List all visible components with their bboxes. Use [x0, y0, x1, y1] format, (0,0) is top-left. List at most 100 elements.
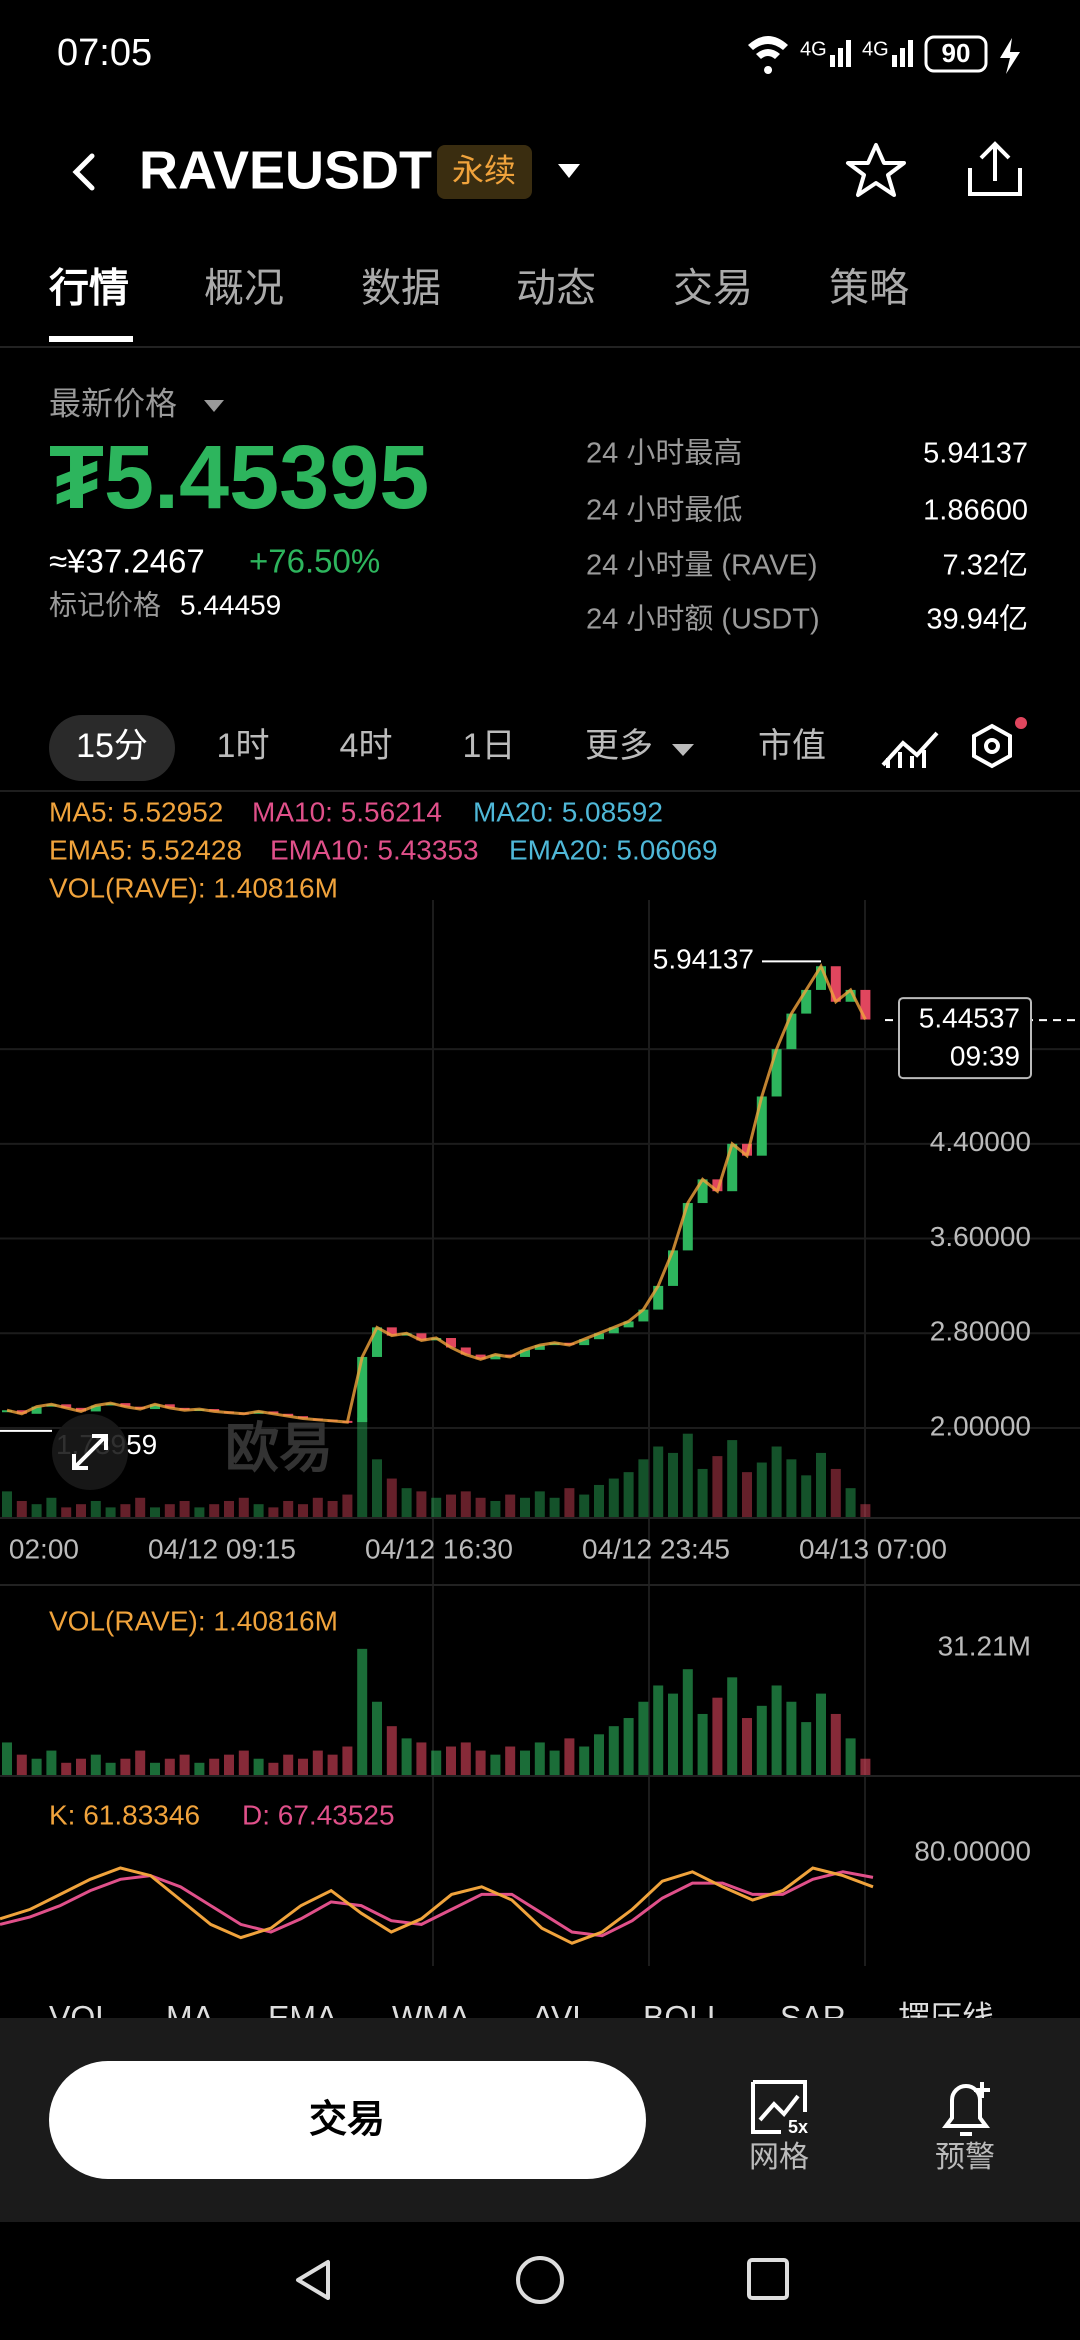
tab[interactable]: 交易: [673, 267, 753, 311]
last-price: ₮5.45395: [49, 428, 429, 528]
stat-label: 24 小时最高: [586, 437, 742, 470]
volume-panel: VOL(RAVE): 1.40816M 31.21M: [2, 1605, 1031, 1775]
nav-home[interactable]: [516, 2256, 564, 2304]
grid-badge: 5x: [788, 2117, 808, 2137]
volume-overlay: [179, 1500, 190, 1517]
settings[interactable]: [972, 723, 1012, 769]
volume-overlay: [164, 1504, 175, 1517]
candle: [697, 1179, 708, 1204]
x-tick-label: 04/12 23:45: [582, 1533, 730, 1564]
interval[interactable]: 市值: [758, 727, 826, 765]
stat-value: 5.94137: [923, 438, 1028, 470]
volume-bar: [638, 1701, 649, 1775]
volume-bar: [401, 1738, 412, 1775]
d-legend: D: 67.43525: [242, 1799, 395, 1830]
share[interactable]: [968, 141, 1022, 196]
price-dropdown[interactable]: [204, 400, 224, 412]
alert-icon[interactable]: [942, 2082, 990, 2136]
interval[interactable]: 1日: [463, 727, 516, 765]
candle: [120, 1403, 131, 1407]
volume-overlay: [579, 1494, 590, 1517]
candle: [860, 989, 871, 1020]
volume-overlay: [668, 1452, 678, 1517]
volume-overlay: [31, 1504, 42, 1517]
volume-bar: [179, 1754, 190, 1775]
volume-bar: [623, 1718, 634, 1775]
candle: [90, 1405, 101, 1412]
candle: [579, 1339, 590, 1346]
nav-recent[interactable]: [747, 2258, 789, 2300]
volume-overlay: [816, 1452, 826, 1517]
volume-bar: [549, 1750, 560, 1775]
volume-overlay: [712, 1456, 723, 1517]
volume-overlay: [608, 1478, 619, 1517]
volume-bar: [416, 1742, 427, 1775]
k-legend: K: 61.83346: [49, 1799, 200, 1830]
close-line: [6, 962, 867, 1424]
stat-value: 1.86600: [923, 495, 1028, 527]
volume-bar: [608, 1726, 619, 1775]
interval[interactable]: 15分: [76, 727, 148, 765]
stat-value: 7.32亿: [943, 549, 1028, 582]
mark-price: 5.44459: [180, 589, 281, 620]
volume-overlay: [312, 1497, 323, 1517]
back-button[interactable]: [72, 153, 95, 191]
volume-bar: [860, 1758, 871, 1775]
kd-tick: 80.00000: [914, 1835, 1031, 1866]
volume-overlay: [416, 1491, 427, 1517]
volume-overlay: [845, 1488, 856, 1517]
volume-bar: [579, 1746, 590, 1775]
vol-tick: 31.21M: [938, 1630, 1031, 1661]
tab[interactable]: 概况: [204, 267, 284, 311]
volume-overlay: [238, 1497, 249, 1517]
volume-bar: [209, 1758, 220, 1775]
settings-dot: [984, 738, 1000, 754]
battery: [924, 35, 988, 73]
candle: [416, 1333, 427, 1341]
candle: [653, 1285, 664, 1310]
tab[interactable]: 策略: [829, 267, 909, 311]
favorite[interactable]: [846, 143, 906, 197]
candle: [830, 966, 841, 1002]
ma-legend: MA5: 5.52952: [49, 796, 223, 827]
volume-bar: [801, 1722, 812, 1775]
trade-label: 交易: [309, 2098, 385, 2141]
volume-bar: [342, 1746, 353, 1775]
volume-overlay: [209, 1504, 220, 1517]
volume-overlay: [638, 1459, 649, 1517]
candle: [460, 1347, 471, 1355]
volume-overlay: [697, 1468, 708, 1517]
symbol-dropdown[interactable]: [558, 164, 580, 178]
interval[interactable]: 更多: [585, 727, 653, 765]
volume-overlay: [46, 1497, 57, 1517]
volume-overlay: [401, 1488, 412, 1517]
nav-back[interactable]: [296, 2260, 330, 2300]
candle: [816, 966, 826, 990]
candle: [16, 1410, 27, 1414]
volume-bar: [697, 1713, 708, 1775]
volume-bar: [120, 1758, 131, 1775]
tab[interactable]: 动态: [516, 267, 596, 311]
volume-overlay: [224, 1500, 234, 1517]
candle: [756, 1096, 767, 1156]
volume-overlay: [727, 1440, 738, 1517]
trade-button[interactable]: [49, 2061, 646, 2179]
svg-text:4G: 4G: [862, 38, 889, 60]
stat-value: 39.94亿: [926, 603, 1028, 636]
candle: [594, 1333, 604, 1340]
change: +76.50%: [249, 543, 380, 580]
tab[interactable]: 行情: [49, 267, 129, 311]
tab-indicator: [49, 336, 133, 342]
tab[interactable]: 数据: [361, 267, 441, 311]
candle: [150, 1404, 160, 1410]
divider: [0, 1517, 1080, 1519]
indicator-icon[interactable]: [881, 731, 939, 768]
vol-legend: VOL(RAVE): 1.40816M: [49, 872, 338, 903]
interval[interactable]: 4时: [340, 727, 393, 765]
grid-icon[interactable]: [751, 2080, 807, 2134]
ma-legend: MA10: 5.56214: [252, 796, 442, 827]
volume-bar: [756, 1705, 767, 1775]
more-dropdown[interactable]: [672, 744, 694, 756]
interval[interactable]: 1时: [217, 727, 270, 765]
stat-label: 24 小时量 (RAVE): [586, 549, 818, 582]
